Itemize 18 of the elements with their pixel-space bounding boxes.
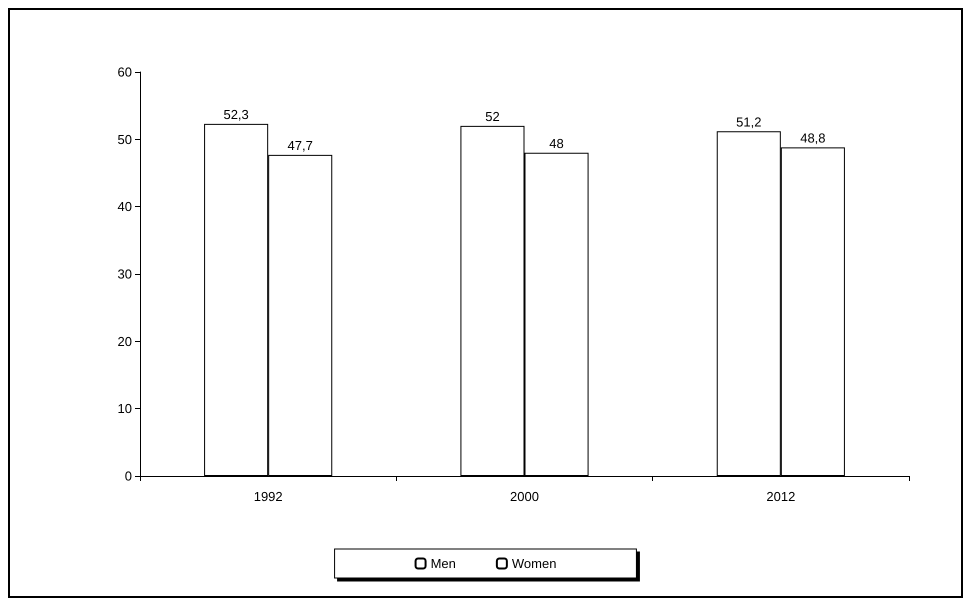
y-tick-label: 50 — [118, 132, 132, 147]
y-tick-label: 10 — [118, 401, 132, 416]
legend-label: Men — [430, 556, 456, 571]
x-tick-label: 2012 — [766, 489, 796, 504]
data-label: 52,3 — [223, 106, 249, 122]
data-label: 48 — [549, 136, 564, 151]
legend-label: Women — [512, 556, 556, 571]
y-tick-label: 40 — [118, 199, 132, 214]
y-tick-label: 0 — [124, 468, 132, 484]
y-tick-label: 60 — [118, 64, 132, 80]
y-tick-label: 20 — [118, 334, 132, 349]
data-label: 52 — [485, 108, 500, 124]
x-tick-label: 1992 — [254, 489, 283, 504]
data-label: 51,2 — [736, 114, 762, 130]
data-label: 47,7 — [288, 138, 313, 153]
y-tick-label: 30 — [118, 266, 132, 282]
x-tick-label: 2000 — [510, 489, 539, 504]
data-label: 48,8 — [800, 130, 826, 146]
